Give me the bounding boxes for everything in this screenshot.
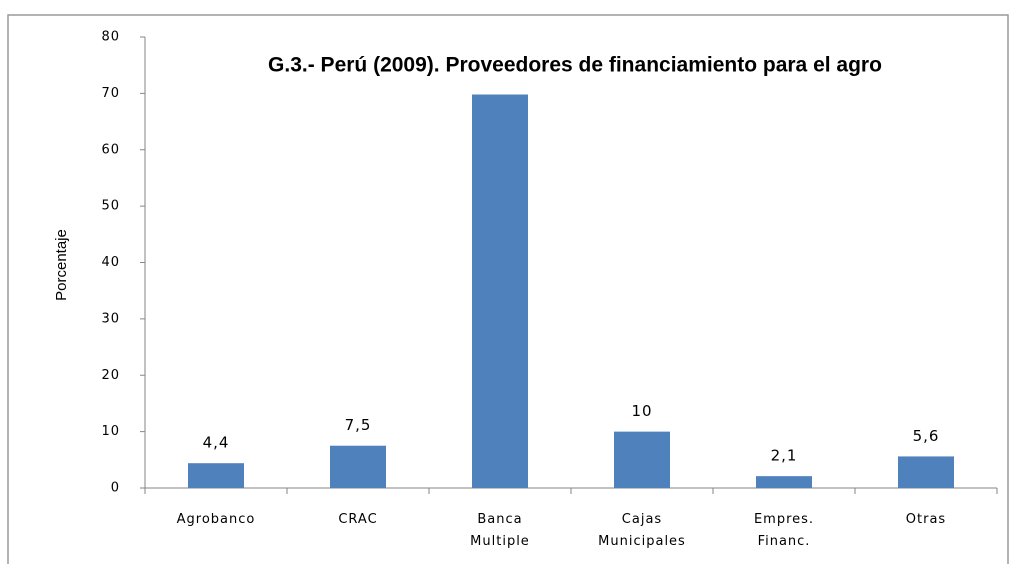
y-tick-label: 80 bbox=[101, 30, 120, 45]
y-tick-label: 50 bbox=[101, 199, 120, 214]
y-tick-label: 0 bbox=[111, 481, 120, 496]
value-label: 4,4 bbox=[203, 434, 230, 452]
x-tick-label: Empres. Financ. bbox=[754, 512, 814, 549]
value-label: 2,1 bbox=[771, 447, 798, 465]
x-tick-label: Banca Multiple bbox=[470, 512, 530, 549]
chart-title: G.3.- Perú (2009). Proveedores de financ… bbox=[268, 54, 882, 77]
value-label: 10 bbox=[631, 402, 652, 420]
bar bbox=[898, 456, 954, 488]
y-tick-label: 20 bbox=[101, 368, 120, 383]
x-tick-label: Otras bbox=[906, 512, 946, 527]
y-tick-label: 40 bbox=[101, 255, 120, 270]
bar bbox=[188, 463, 244, 488]
y-tick-label: 60 bbox=[101, 142, 120, 157]
bar bbox=[614, 431, 670, 488]
bar bbox=[472, 94, 528, 488]
bar bbox=[756, 476, 812, 488]
y-tick-label: 10 bbox=[101, 424, 120, 439]
x-tick-label: CRAC bbox=[338, 512, 377, 527]
value-label: 7,5 bbox=[345, 416, 372, 434]
x-tick-label: Agrobanco bbox=[177, 512, 256, 527]
chart-frame bbox=[7, 14, 1009, 564]
y-axis-label: Porcentaje bbox=[53, 229, 70, 301]
y-tick-label: 70 bbox=[101, 86, 120, 101]
y-tick-label: 30 bbox=[101, 311, 120, 326]
x-tick-label: Cajas Municipales bbox=[598, 512, 686, 549]
value-label: 5,6 bbox=[913, 427, 940, 445]
bar bbox=[330, 445, 386, 488]
